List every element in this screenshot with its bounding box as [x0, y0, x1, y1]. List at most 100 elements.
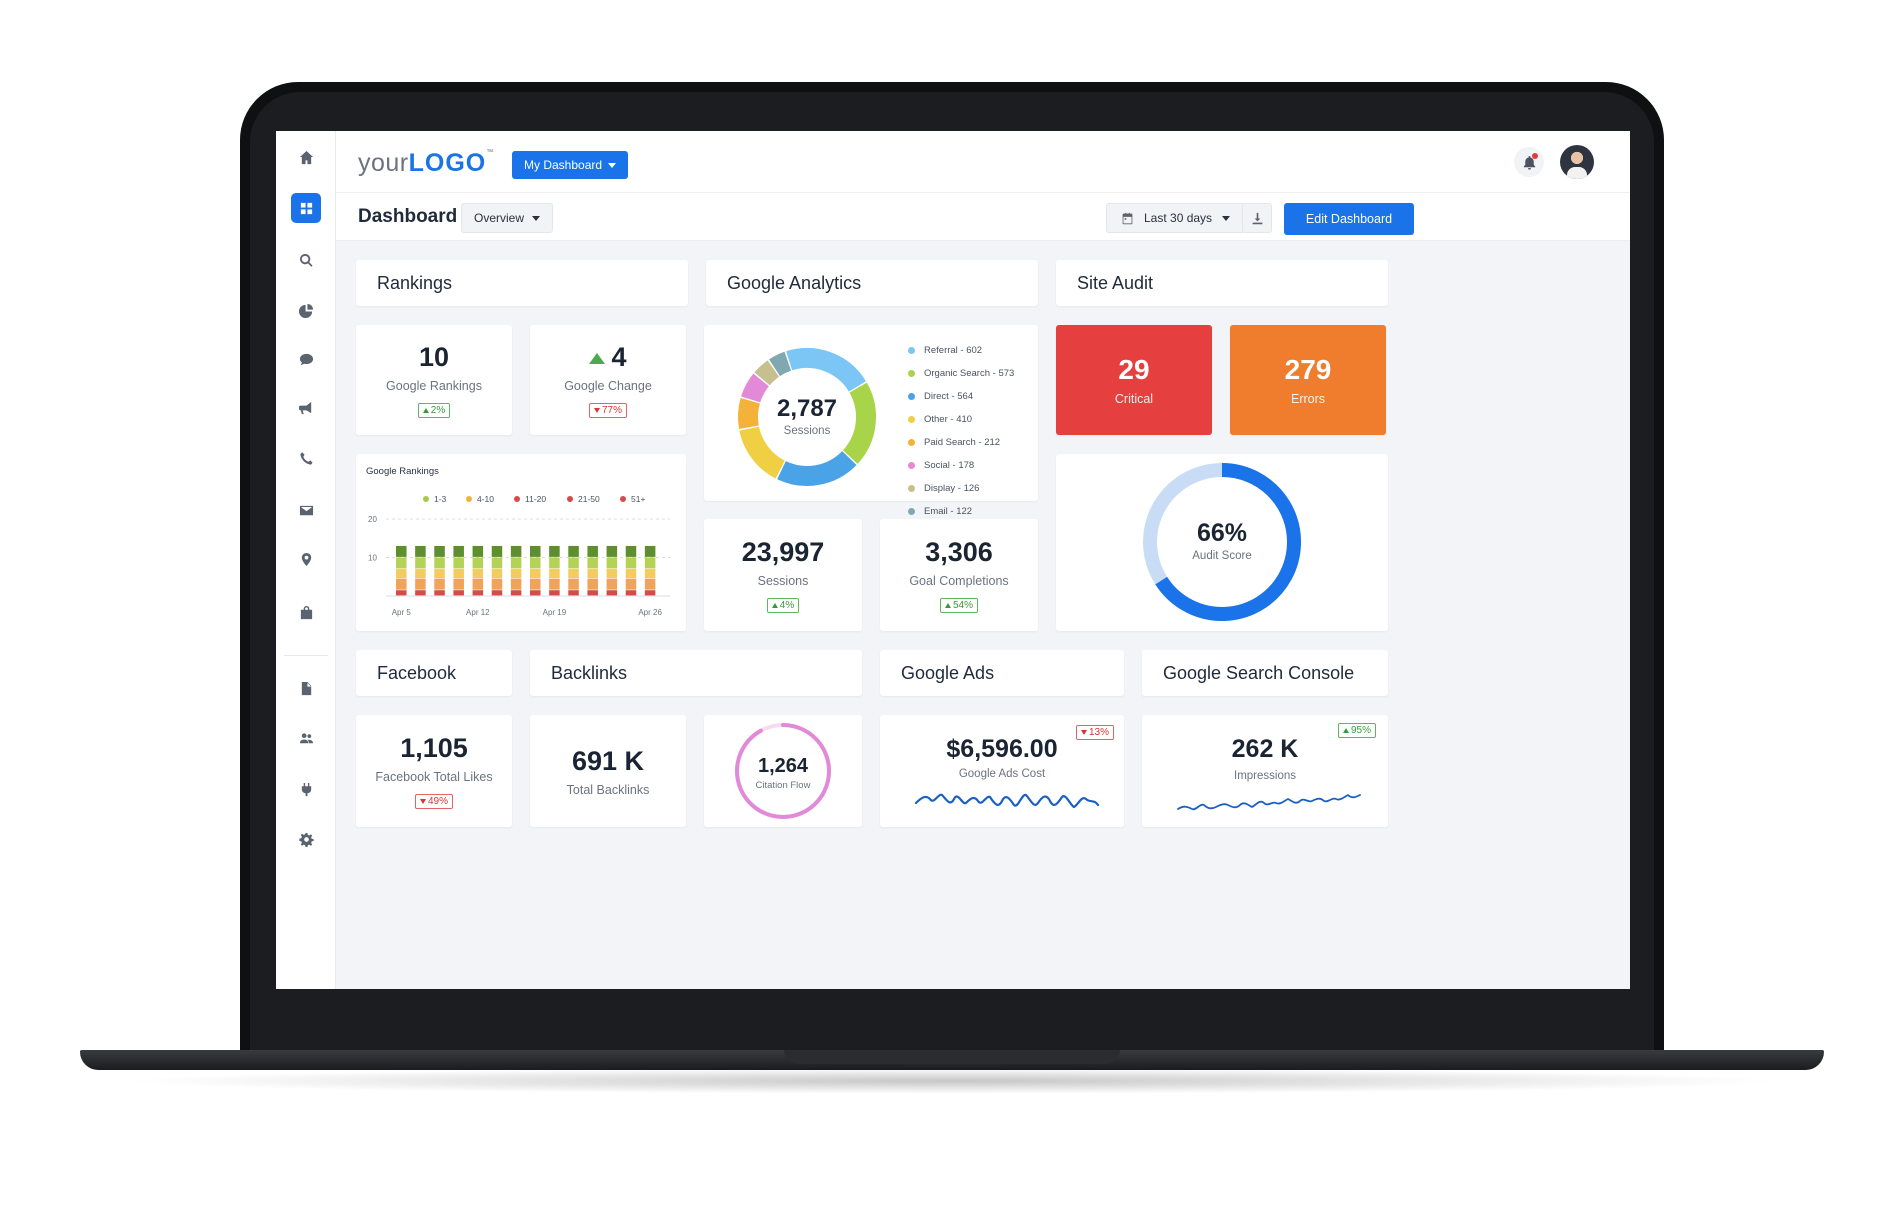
google-rankings-label: Google Rankings: [386, 379, 482, 393]
goal-completions-card[interactable]: 3,306 Goal Completions 54%: [880, 519, 1038, 631]
bar-segment-1-3: [472, 545, 484, 557]
bar-segment-51+: [453, 590, 464, 596]
bar-segment-51+: [549, 590, 560, 596]
total-backlinks-card[interactable]: 691 K Total Backlinks: [530, 715, 686, 827]
chart-legend-label: 21-50: [578, 494, 600, 504]
bar-segment-4-10: [587, 557, 598, 569]
pie-chart-icon[interactable]: [291, 295, 321, 325]
bar-segment-21-50: [606, 578, 618, 590]
total-backlinks-value: 691 K: [571, 745, 645, 776]
dashboard-header: Dashboard Overview Last 30 days Edit Das…: [336, 193, 1630, 241]
overview-dropdown[interactable]: Overview: [461, 203, 554, 233]
bar-segment-21-50: [530, 578, 541, 590]
laptop-notch: [784, 1050, 1120, 1064]
bar-segment-4-10: [453, 557, 464, 569]
bar-segment-11-20: [491, 569, 503, 579]
my-dashboard-dropdown[interactable]: My Dashboard: [512, 151, 629, 179]
google-ads-cost-label: Google Ads Cost: [958, 768, 1046, 780]
chevron-down-icon: [1222, 215, 1231, 221]
impressions-card[interactable]: 95% 262 K Impressions: [1142, 715, 1388, 827]
sessions-card[interactable]: 23,997 Sessions 4%: [704, 519, 862, 631]
bar-segment-4-10: [530, 557, 541, 569]
impressions-value: 262 K: [1231, 735, 1299, 763]
location-icon[interactable]: [291, 544, 321, 574]
dashboard-icon[interactable]: [291, 193, 321, 223]
download-button[interactable]: [1242, 203, 1272, 233]
notifications-button[interactable]: [1514, 147, 1544, 177]
bar-segment-1-3: [549, 545, 560, 557]
bar-segment-11-20: [530, 569, 541, 579]
bar-segment-51+: [568, 590, 579, 596]
google-rankings-chart-card[interactable]: Google Rankings 1-3 4-10 11-20 21-50 51+ 20 10 A…: [356, 454, 686, 631]
legend-item: Display - 126: [908, 477, 1014, 500]
donut-slice-4: [738, 398, 760, 430]
top-bar: yourLOGO™ My Dashboard: [336, 131, 1630, 193]
home-icon[interactable]: [291, 142, 321, 172]
ads-sparkline: [914, 793, 1100, 809]
edit-dashboard-button[interactable]: Edit Dashboard: [1284, 203, 1414, 235]
audit-score-ring: [1143, 463, 1301, 621]
audit-score-value: 66%: [1196, 519, 1248, 547]
traffic-sources-card[interactable]: 2,787 Sessions Referral - 602 Organic Sea…: [704, 325, 1038, 517]
avatar[interactable]: [1560, 145, 1594, 179]
donut-slice-5: [741, 373, 770, 403]
sidebar: [276, 131, 336, 989]
chevron-down-icon: [532, 215, 541, 221]
google-rankings-chart: Google Rankings 1-3 4-10 11-20 21-50 51+ 20 10 A…: [366, 466, 670, 617]
bar-segment-51+: [606, 590, 618, 596]
bar-segment-11-20: [587, 569, 598, 579]
impressions-label: Impressions: [1234, 770, 1296, 782]
donut-slice-6: [754, 360, 780, 386]
plug-icon[interactable]: [291, 774, 321, 804]
shopping-bag-icon[interactable]: [291, 597, 321, 627]
chat-icon[interactable]: [291, 344, 321, 374]
bar-segment-4-10: [644, 557, 656, 569]
document-icon[interactable]: [291, 673, 321, 703]
legend-item: Paid Search - 212: [908, 431, 1014, 454]
citation-flow-ring: [735, 723, 831, 819]
megaphone-icon[interactable]: [291, 392, 321, 422]
google-rankings-card[interactable]: 10 Google Rankings 2%: [356, 325, 512, 435]
bar-segment-11-20: [606, 569, 618, 579]
legend-dot: [908, 462, 915, 469]
bar-segment-1-3: [434, 545, 445, 557]
facebook-likes-value: 1,105: [400, 733, 468, 763]
bar-segment-51+: [625, 590, 637, 596]
users-icon[interactable]: [291, 723, 321, 753]
legend-dot: [908, 485, 915, 492]
bar-segment-51+: [530, 590, 541, 596]
chart-legend-label: 51+: [631, 494, 645, 504]
triangle-up-icon: [589, 353, 606, 365]
logo: yourLOGO™: [358, 149, 494, 177]
legend-label: Other - 410: [924, 414, 973, 425]
section-google-ads: Google Ads: [880, 650, 1124, 696]
legend-label: Email - 122: [924, 506, 973, 517]
google-ads-cost-card[interactable]: 13% $6,596.00 Google Ads Cost: [880, 715, 1124, 827]
critical-issues-tile[interactable]: 29 Critical: [1056, 325, 1212, 435]
date-range-dropdown[interactable]: Last 30 days: [1106, 203, 1246, 233]
arrow-up-icon: [944, 603, 951, 608]
search-icon[interactable]: [291, 245, 321, 275]
errors-tile[interactable]: 279 Errors: [1230, 325, 1386, 435]
bar-segment-4-10: [568, 557, 579, 569]
citation-flow-label: Citation Flow: [755, 780, 811, 791]
bar-segment-11-20: [568, 569, 579, 579]
chart-legend-label: 11-20: [525, 494, 546, 504]
google-change-card[interactable]: 4 Google Change 77%: [530, 325, 686, 435]
facebook-likes-card[interactable]: 1,105 Facebook Total Likes 49%: [356, 715, 512, 827]
mail-icon[interactable]: [291, 495, 321, 525]
audit-score-card[interactable]: 66% Audit Score: [1056, 454, 1388, 631]
google-change-label: Google Change: [564, 379, 652, 393]
facebook-likes-label: Facebook Total Likes: [375, 770, 493, 784]
legend-label: Referral - 602: [924, 345, 983, 356]
legend-dot: [908, 416, 915, 423]
bar-segment-1-3: [568, 545, 579, 557]
notification-dot: [1532, 153, 1538, 159]
audit-ring-fill: [1155, 463, 1301, 621]
bar-segment-21-50: [644, 578, 656, 590]
bar-segment-21-50: [491, 578, 503, 590]
gear-icon[interactable]: [291, 824, 321, 854]
bar-segment-11-20: [396, 569, 407, 579]
citation-flow-card[interactable]: 1,264 Citation Flow: [704, 715, 862, 827]
phone-icon[interactable]: [291, 443, 321, 473]
